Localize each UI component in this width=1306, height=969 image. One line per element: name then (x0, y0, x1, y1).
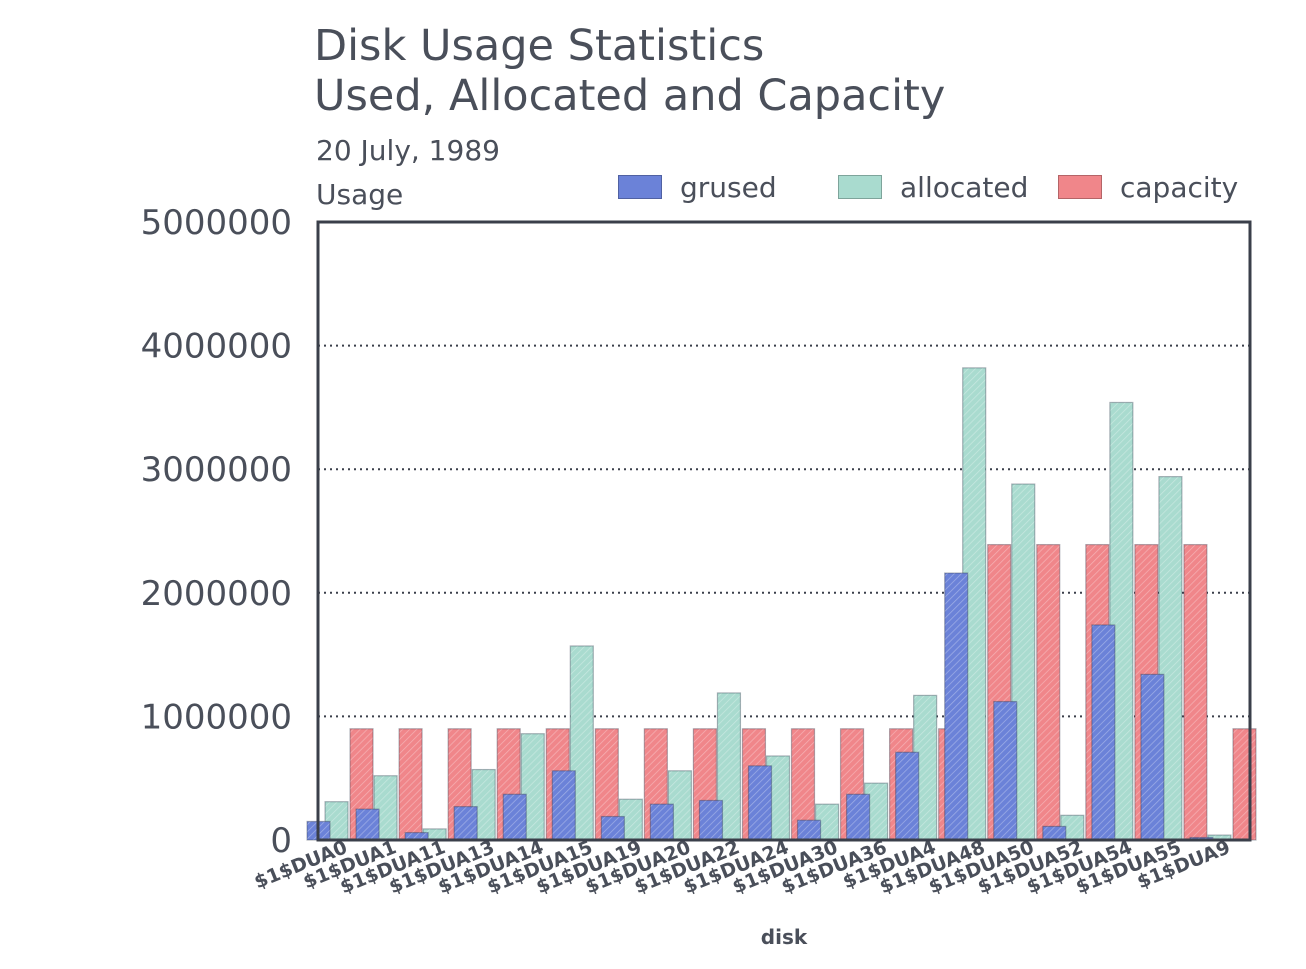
bar-grused (993, 700, 1018, 841)
bar-grused (600, 815, 625, 841)
legend-item-capacity: capacity (1058, 170, 1238, 204)
bar-grused (796, 819, 822, 841)
bar-capacity (1183, 543, 1208, 841)
y-tick-label: 3000000 (141, 450, 292, 490)
bar-grused (453, 806, 478, 841)
legend-swatch-allocated (838, 175, 882, 199)
y-tick-label: 5000000 (141, 203, 292, 243)
bar-capacity (1036, 543, 1061, 841)
y-tick-label: 2000000 (141, 574, 292, 614)
chart-subtitle: Used, Allocated and Capacity (314, 71, 946, 121)
bar-grused (1140, 673, 1165, 841)
legend-label-allocated: allocated (900, 170, 1029, 204)
y-axis-label: Usage (316, 178, 404, 211)
bar-grused (649, 803, 674, 841)
y-tick-label: 0 (270, 821, 292, 861)
legend-item-allocated: allocated (838, 170, 1028, 204)
bar-grused (355, 808, 380, 841)
bar-grused (895, 751, 920, 841)
bar-grused (747, 765, 773, 841)
legend-swatch-capacity (1058, 175, 1102, 199)
bar-grused (944, 572, 969, 841)
bar-grused (1042, 825, 1067, 841)
chart-date: 20 July, 1989 (316, 134, 500, 167)
bar-capacity (1232, 728, 1257, 841)
legend-swatch-grused (618, 175, 662, 199)
plot-frame (316, 220, 1252, 842)
bar-grused (698, 799, 724, 841)
legend-item-grused: grused (618, 170, 777, 204)
bar-grused (1091, 624, 1116, 841)
bar-capacity (398, 728, 423, 841)
y-tick-label: 1000000 (141, 697, 292, 737)
bar-grused (502, 793, 527, 841)
chart-title: Disk Usage Statistics (314, 21, 765, 71)
bar-grused (846, 793, 871, 841)
legend-label-capacity: capacity (1120, 170, 1239, 204)
legend-label-grused: grused (680, 170, 777, 204)
x-axis-label: disk (761, 925, 808, 949)
bar-grused (551, 770, 576, 841)
y-tick-label: 4000000 (141, 327, 292, 367)
